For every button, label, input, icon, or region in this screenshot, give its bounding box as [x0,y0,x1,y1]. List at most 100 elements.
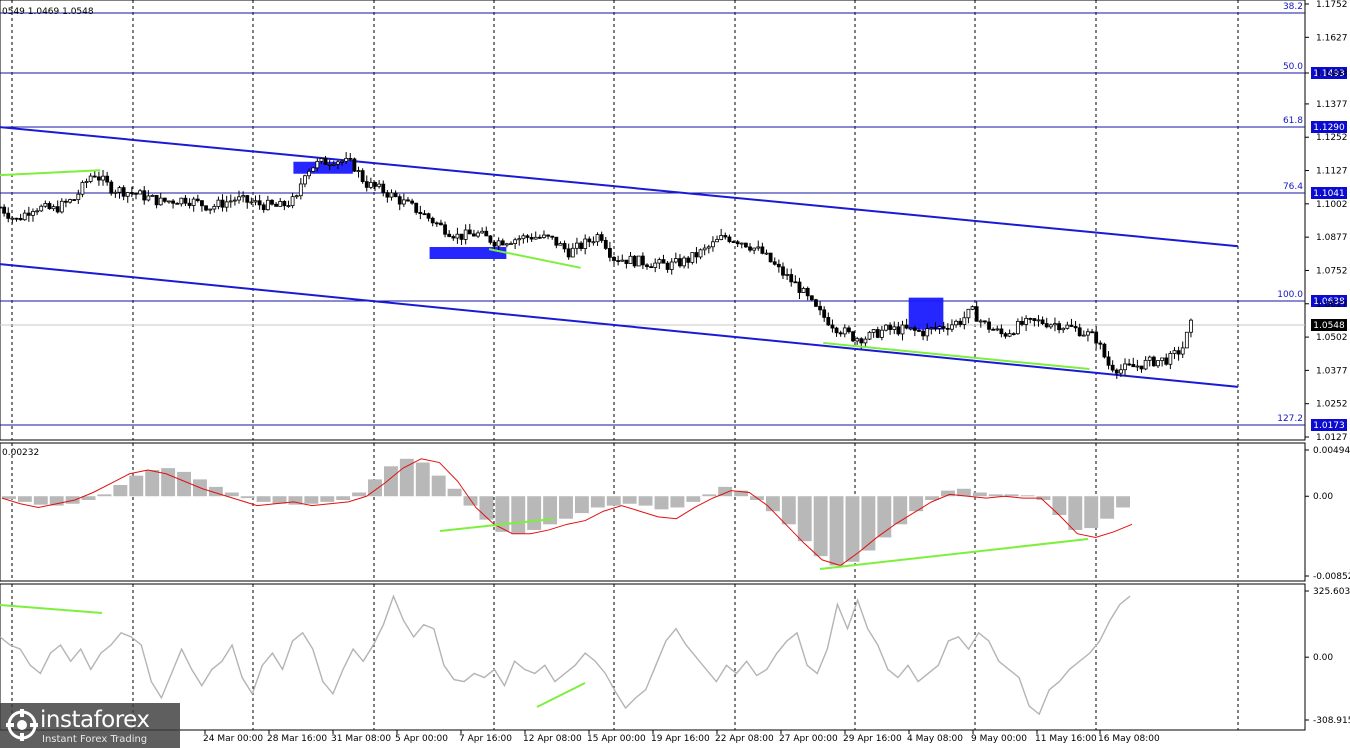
candle-body [521,235,526,240]
macd-histogram-bar [177,471,191,497]
candle-body [274,203,279,207]
macd-histogram-bar [527,496,542,530]
candle-body [1036,319,1041,322]
macd-histogram-bar [383,466,398,497]
candle-body [10,217,15,220]
candle-body [550,235,555,238]
candle-body [509,243,513,245]
candle-body [97,176,101,181]
price-tick-label: 1.1127 [1316,167,1348,177]
fib-price-label: 1.1290 [1313,123,1345,133]
candle-body [298,183,303,197]
candle-body [472,233,476,237]
candle-body [88,175,93,182]
candle-body [632,255,637,267]
candle-body [842,327,847,335]
candle-body [1106,356,1111,366]
candle-body [978,320,983,323]
macd-histogram-bar [941,490,955,497]
candle-body [434,222,439,225]
candle-body [1110,364,1115,371]
candle-body [958,320,963,325]
cci-tick-label: 0.00 [1313,653,1333,663]
macd-histogram-bar [33,496,48,505]
time-tick-label: 11 May 16:00 [1035,734,1097,744]
macd-histogram-bar [208,486,223,497]
candle-body [430,217,435,224]
price-tick-label: 1.0877 [1316,233,1348,243]
cci-tick-label: -308.915 [1313,716,1350,726]
candle-body [888,324,893,330]
candle-body [542,234,546,238]
macd-signal-line [1,458,1133,567]
candle-body [1139,365,1144,370]
candle-body [715,239,719,243]
macd-histogram-bar [49,496,64,506]
fib-price-tag [1311,295,1347,307]
candle-body [863,338,868,344]
candle-body [154,195,159,206]
candle-body [204,205,208,211]
candle-body [1040,319,1045,325]
candle-body [636,255,641,267]
macd-histogram-bar [988,494,1003,497]
candle-body [1147,356,1152,361]
time-tick-label: 31 Mar 08:00 [331,734,391,744]
candle-body [805,287,810,297]
instaforex-logo: instaforex Instant Forex Trading [0,703,180,748]
candle-body [743,242,748,248]
candle-body [397,196,402,205]
macd-histogram-bar [1004,494,1019,497]
candle-body [1048,324,1053,328]
candle-body [303,175,307,185]
macd-divergence-line [439,518,554,532]
time-tick-label: 7 Apr 16:00 [459,734,512,744]
candle-body [459,233,464,240]
candle-body [1090,331,1094,334]
cci-divergence-line [536,682,586,708]
trend-channel [0,126,1239,388]
candle-body [731,241,736,243]
candle-body [562,243,567,250]
candle-body [983,320,987,323]
candle-body [1073,326,1078,329]
candle-body [228,200,233,203]
time-tick-label: 9 May 00:00 [971,734,1027,744]
candle-body [822,309,827,318]
candle-body [270,199,274,205]
candle-body [962,317,967,325]
macd-tick-label: -0.00852 [1313,572,1350,582]
candle-body [1172,350,1177,354]
fib-price-tag [1311,187,1347,199]
divergence-lines [0,169,1090,371]
time-tick-label: 15 Apr 00:00 [587,734,646,744]
candle-body [570,247,575,258]
candle-body [1024,317,1029,325]
macd-histogram-bar [495,496,510,532]
candle-body [1057,323,1061,331]
candle-body [1098,342,1103,345]
cci-panel-frame [0,583,1306,731]
candle-body [941,326,946,329]
candle-body [410,200,414,204]
time-tick-label: 29 Apr 16:00 [843,734,902,744]
macd-histogram-bar [511,496,526,534]
candle-body [937,326,942,329]
candle-body [129,192,134,194]
candle-body [954,320,958,326]
candle-body [776,263,781,268]
fib-price-label: 1.0173 [1313,421,1345,431]
macd-histogram-bar [1100,496,1115,519]
candle-body [356,170,361,173]
logo-wordmark: instaforex [40,707,150,733]
candle-body [64,200,68,203]
macd-histogram-bar [224,492,239,497]
candle-body [492,241,497,247]
candle-body [101,175,105,181]
candle-body [1077,327,1082,337]
logo-tagline: Instant Forex Trading [42,734,148,745]
candle-body [241,195,246,198]
candle-body [451,236,456,239]
candle-body [1151,356,1156,367]
candle-body [385,192,390,198]
